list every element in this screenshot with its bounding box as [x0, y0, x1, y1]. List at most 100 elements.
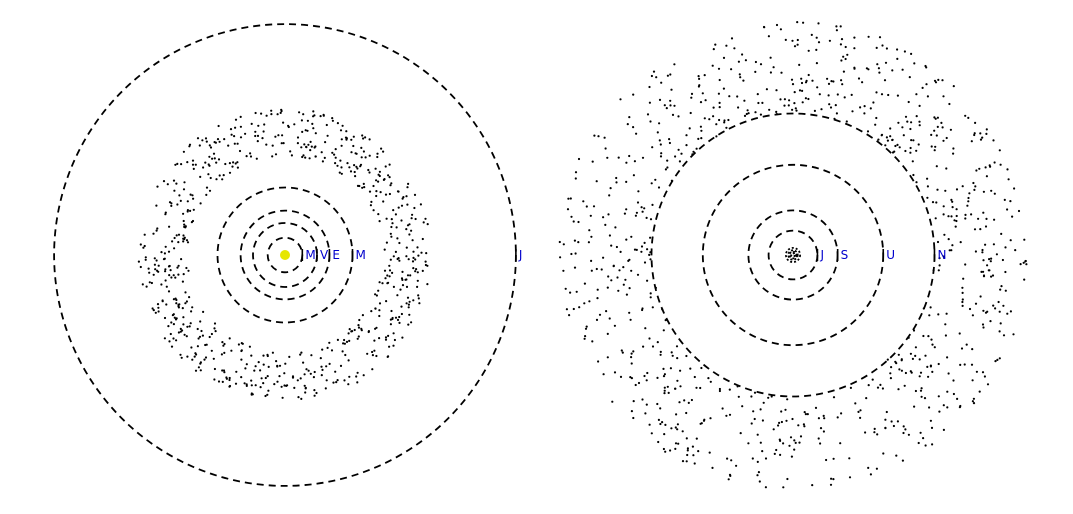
belt-dot — [659, 407, 662, 410]
belt-dot — [410, 217, 413, 220]
belt-dot — [570, 252, 573, 256]
belt-dot — [312, 127, 315, 130]
belt-dot — [276, 113, 279, 116]
belt-dot — [300, 146, 303, 149]
belt-dot — [396, 237, 399, 240]
belt-dot — [986, 383, 990, 386]
belt-dot — [182, 273, 185, 276]
belt-dot — [913, 62, 916, 65]
belt-dot — [971, 314, 975, 317]
belt-dot — [406, 203, 409, 206]
belt-dot — [199, 362, 202, 365]
belt-dot — [737, 106, 740, 109]
belt-dot — [775, 89, 778, 92]
belt-dot — [224, 162, 227, 166]
belt-dot — [625, 180, 628, 183]
belt-dot — [145, 285, 148, 288]
belt-dot — [945, 136, 948, 140]
belt-dot — [411, 260, 415, 263]
belt-dot — [666, 385, 669, 388]
belt-dot — [611, 400, 614, 403]
belt-dot — [669, 73, 672, 76]
belt-dot — [186, 161, 189, 164]
belt-dot — [649, 236, 652, 239]
belt-dot — [763, 26, 766, 29]
belt-dot — [357, 324, 360, 327]
belt-dot — [811, 79, 814, 82]
belt-dot — [606, 286, 609, 289]
belt-dot — [972, 181, 975, 185]
belt-dot — [685, 411, 688, 415]
belt-dot — [674, 447, 677, 450]
belt-dot — [875, 467, 879, 470]
belt-dot — [312, 115, 315, 118]
belt-dot — [737, 60, 741, 63]
belt-dot — [717, 92, 721, 95]
belt-dot — [813, 109, 817, 112]
belt-dot — [153, 263, 156, 266]
belt-dot — [693, 462, 696, 465]
belt-dot — [303, 384, 306, 387]
belt-dot — [308, 157, 311, 160]
belt-dot — [928, 314, 931, 317]
belt-dot — [592, 205, 596, 208]
belt-dot — [699, 386, 702, 390]
belt-dot — [139, 265, 142, 269]
belt-dot — [341, 350, 344, 353]
belt-dot — [416, 279, 419, 282]
belt-dot — [605, 310, 608, 313]
belt-dot — [913, 405, 916, 408]
belt-dot — [338, 171, 341, 174]
belt-dot — [382, 178, 385, 181]
belt-dot — [979, 138, 983, 141]
belt-dot — [401, 284, 405, 287]
belt-dot — [797, 424, 800, 427]
belt-dot — [998, 310, 1001, 313]
belt-dot — [593, 134, 596, 137]
belt-dot — [197, 337, 200, 340]
belt-dot — [712, 115, 715, 118]
belt-dot — [189, 209, 192, 212]
belt-dot — [902, 425, 905, 428]
belt-dot — [204, 137, 208, 140]
belt-dot — [1006, 208, 1009, 211]
belt-dot — [345, 130, 348, 133]
belt-dot — [368, 138, 371, 141]
belt-dot — [313, 394, 316, 397]
belt-dot — [407, 182, 410, 185]
belt-dot — [877, 138, 880, 141]
belt-dot — [278, 375, 281, 378]
belt-dot — [971, 348, 974, 351]
belt-dot — [909, 146, 912, 150]
belt-dot — [566, 208, 570, 211]
belt-dot — [600, 268, 603, 271]
belt-dot — [340, 172, 343, 175]
belt-dot — [952, 152, 955, 155]
belt-dot — [784, 38, 787, 42]
belt-dot — [255, 157, 258, 160]
belt-dot — [397, 206, 400, 209]
belt-dot — [376, 155, 379, 159]
belt-dot — [793, 448, 796, 451]
belt-dot — [635, 211, 639, 214]
belt-dot — [790, 78, 794, 81]
belt-dot — [417, 297, 420, 300]
belt-dot — [904, 149, 907, 153]
belt-dot — [1024, 260, 1027, 263]
belt-dot — [982, 309, 985, 312]
belt-dot — [378, 309, 381, 312]
belt-dot — [1009, 239, 1012, 242]
belt-dot — [685, 144, 688, 147]
belt-dot — [804, 413, 808, 416]
belt-dot — [182, 323, 185, 326]
belt-dot — [930, 133, 933, 136]
belt-dot — [608, 234, 612, 237]
belt-dot — [843, 96, 846, 99]
belt-dot — [164, 211, 167, 214]
belt-dot — [632, 126, 635, 129]
belt-dot — [1002, 334, 1006, 337]
belt-dot — [353, 328, 356, 332]
belt-dot — [663, 386, 666, 389]
belt-dot — [928, 406, 931, 409]
belt-dot — [222, 174, 225, 177]
